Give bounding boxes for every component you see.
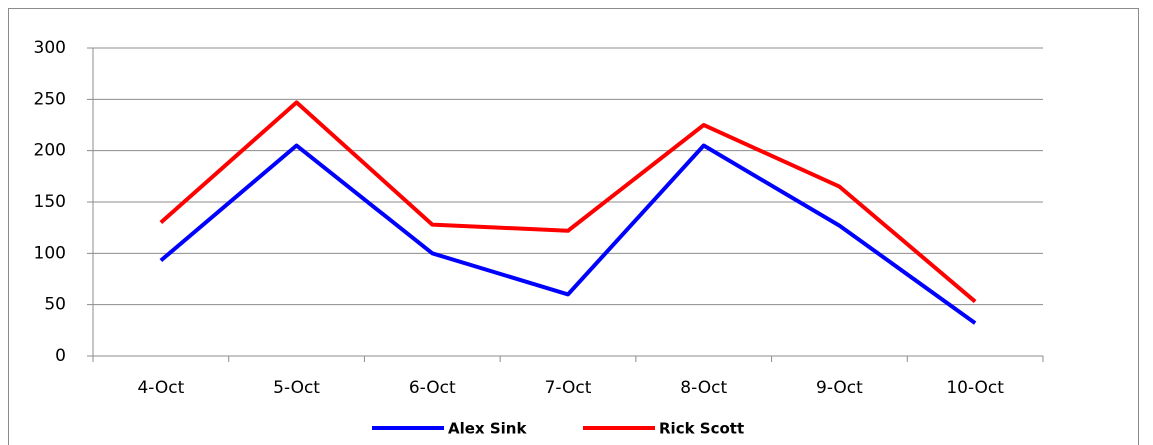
legend-label: Alex Sink: [448, 420, 527, 438]
x-tick-label: 7-Oct: [545, 378, 592, 398]
y-tick-label: 50: [44, 295, 66, 315]
y-tick-label: 100: [34, 243, 66, 263]
y-tick-label: 0: [55, 346, 66, 366]
x-tick-label: 6-Oct: [409, 378, 456, 398]
x-tick-label: 4-Oct: [137, 378, 184, 398]
y-tick-label: 200: [34, 141, 66, 161]
x-tick-label: 10-Oct: [946, 378, 1004, 398]
x-tick-label: 5-Oct: [273, 378, 320, 398]
line-series: [159, 100, 977, 304]
y-tick-label: 250: [34, 89, 66, 109]
y-tick-label: 150: [34, 192, 66, 212]
line-series: [159, 143, 977, 325]
chart-frame: [8, 8, 1139, 445]
legend-label: Rick Scott: [659, 420, 744, 438]
y-tick-label: 300: [34, 38, 66, 58]
x-tick-label: 9-Oct: [816, 378, 863, 398]
x-tick-label: 8-Oct: [680, 378, 727, 398]
